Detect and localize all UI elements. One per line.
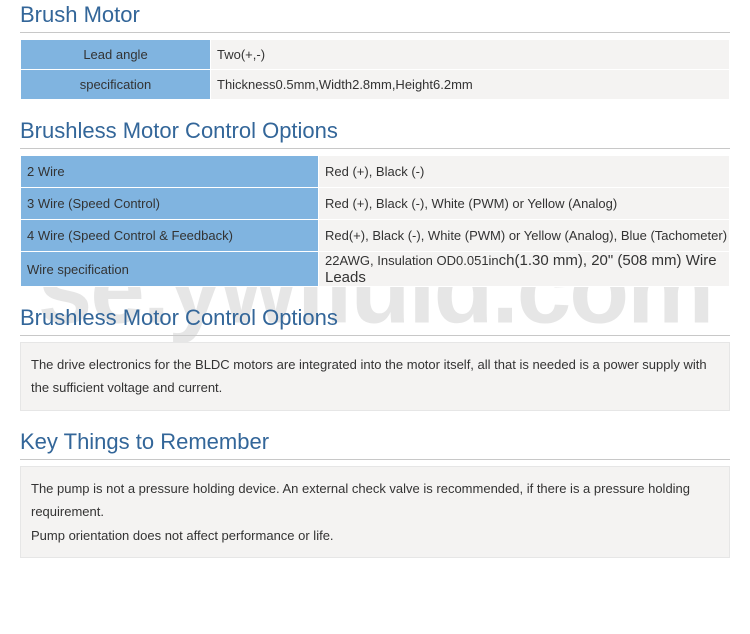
table-row: Lead angle Two(+,-) bbox=[21, 40, 730, 70]
wire-spec-pre: 22AWG, Insulation OD0.051in bbox=[325, 253, 499, 268]
page-content: Brush Motor Lead angle Two(+,-) specific… bbox=[0, 0, 750, 578]
cell-value: Red (+), Black (-), White (PWM) or Yello… bbox=[319, 188, 730, 220]
cell-value: Red (+), Black (-) bbox=[319, 156, 730, 188]
cell-label: Wire specification bbox=[21, 252, 319, 287]
cell-label: Lead angle bbox=[21, 40, 211, 70]
cell-label: 2 Wire bbox=[21, 156, 319, 188]
table-row: 3 Wire (Speed Control) Red (+), Black (-… bbox=[21, 188, 730, 220]
brushless-options-table: 2 Wire Red (+), Black (-) 3 Wire (Speed … bbox=[20, 155, 730, 287]
table-row: specification Thickness0.5mm,Width2.8mm,… bbox=[21, 70, 730, 100]
cell-label: 4 Wire (Speed Control & Feedback) bbox=[21, 220, 319, 252]
brush-motor-table: Lead angle Two(+,-) specification Thickn… bbox=[20, 39, 730, 100]
key-things-box: The pump is not a pressure holding devic… bbox=[20, 466, 730, 558]
key-things-line2: Pump orientation does not affect perform… bbox=[31, 524, 719, 547]
cell-value: 22AWG, Insulation OD0.051inch(1.30 mm), … bbox=[319, 252, 730, 287]
table-row: 2 Wire Red (+), Black (-) bbox=[21, 156, 730, 188]
cell-label: specification bbox=[21, 70, 211, 100]
key-things-line1: The pump is not a pressure holding devic… bbox=[31, 477, 719, 524]
section-title-key-things: Key Things to Remember bbox=[20, 429, 730, 460]
cell-value: Red(+), Black (-), White (PWM) or Yellow… bbox=[319, 220, 730, 252]
section-title-brush-motor: Brush Motor bbox=[20, 2, 730, 33]
table-row: 4 Wire (Speed Control & Feedback) Red(+)… bbox=[21, 220, 730, 252]
cell-value: Thickness0.5mm,Width2.8mm,Height6.2mm bbox=[211, 70, 730, 100]
brushless-note-box: The drive electronics for the BLDC motor… bbox=[20, 342, 730, 411]
cell-label: 3 Wire (Speed Control) bbox=[21, 188, 319, 220]
note-text: The drive electronics for the BLDC motor… bbox=[31, 357, 707, 395]
section-title-brushless-options: Brushless Motor Control Options bbox=[20, 118, 730, 149]
cell-value: Two(+,-) bbox=[211, 40, 730, 70]
section-title-brushless-note: Brushless Motor Control Options bbox=[20, 305, 730, 336]
table-row: Wire specification 22AWG, Insulation OD0… bbox=[21, 252, 730, 287]
